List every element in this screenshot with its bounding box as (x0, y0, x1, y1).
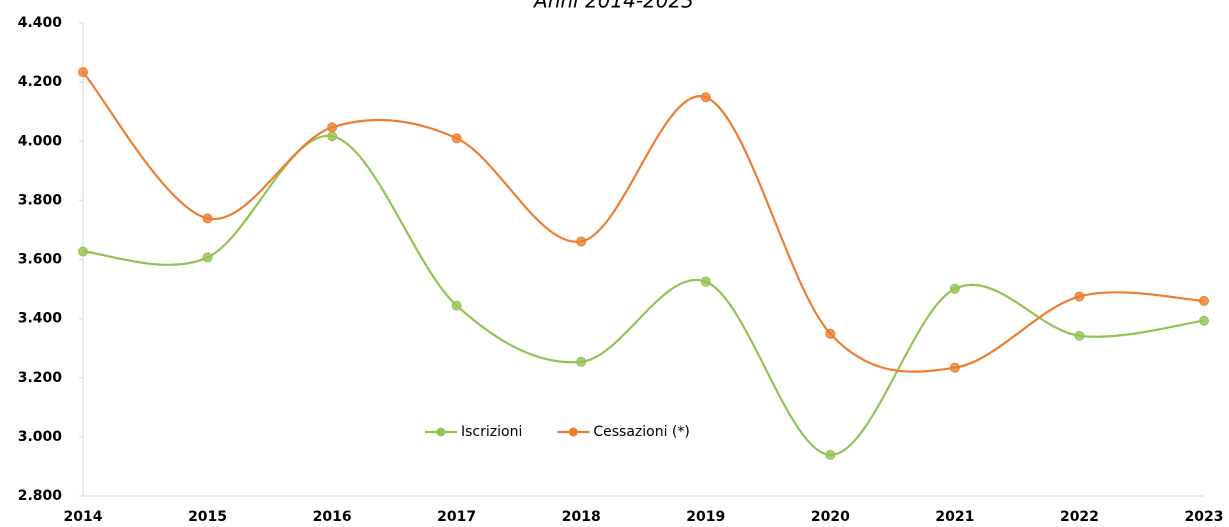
legend-label: Iscrizioni (461, 424, 522, 440)
data-point (1074, 291, 1085, 302)
data-point (1199, 295, 1209, 306)
y-tick-label: 2.800 (18, 488, 63, 504)
legend-marker (568, 427, 578, 437)
x-tick-label: 2022 (1060, 509, 1099, 525)
x-tick-label: 2016 (313, 509, 352, 525)
data-point (202, 213, 213, 224)
data-point (202, 252, 213, 263)
data-point (949, 362, 960, 373)
data-point (576, 356, 587, 367)
x-tick-label: 2017 (437, 509, 476, 525)
data-point (949, 283, 960, 294)
series-line (82, 135, 1205, 457)
x-tick-label: 2019 (686, 509, 725, 525)
data-point (825, 449, 836, 460)
y-tick-label: 4.400 (18, 15, 63, 31)
y-tick-label: 3.600 (18, 252, 63, 268)
x-tick-label: 2021 (935, 509, 974, 525)
series-line (82, 71, 1205, 373)
y-tick-label: 4.200 (18, 74, 63, 90)
data-point (327, 122, 338, 133)
data-point (78, 67, 88, 78)
y-tick-label: 3.800 (18, 192, 63, 208)
data-point (1199, 315, 1209, 326)
x-tick-label: 2015 (188, 509, 227, 525)
y-tick-label: 3.000 (18, 429, 63, 445)
legend-label: Cessazioni (*) (593, 424, 690, 440)
chart-subtitle: Anni 2014-2023 (532, 0, 694, 13)
data-point (576, 236, 587, 247)
data-point (700, 276, 711, 287)
x-tick-label: 2020 (811, 509, 850, 525)
y-tick-label: 3.400 (18, 311, 63, 327)
y-tick-label: 4.000 (18, 133, 63, 149)
data-point (78, 246, 88, 257)
data-point (451, 133, 462, 144)
data-point (700, 92, 711, 103)
data-point (451, 300, 462, 311)
x-tick-label: 2014 (64, 509, 103, 525)
x-tick-label: 2018 (562, 509, 601, 525)
y-tick-label: 3.200 (18, 370, 63, 386)
data-point (825, 328, 836, 339)
x-tick-label: 2023 (1185, 509, 1224, 525)
legend-marker (436, 427, 446, 437)
data-point (327, 131, 338, 142)
data-point (1074, 330, 1085, 341)
